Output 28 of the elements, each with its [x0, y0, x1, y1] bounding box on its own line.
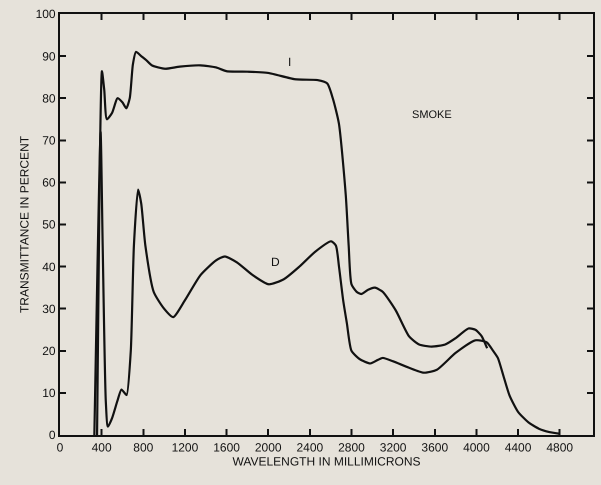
x-tick-label: 2800 [338, 440, 366, 454]
series-label: I [288, 55, 292, 69]
x-axis-title: WAVELENGTH IN MILLIMICRONS [232, 454, 421, 468]
x-tick-label: 3200 [380, 440, 407, 454]
x-tick-label: 4400 [504, 440, 532, 454]
y-tick-label: 30 [42, 302, 56, 316]
y-tick-label: 60 [42, 176, 56, 190]
y-tick-label: 70 [42, 134, 56, 148]
x-tick-label: 4000 [463, 440, 490, 454]
y-tick-label: 40 [42, 260, 56, 274]
x-tick-label: 4800 [546, 440, 574, 454]
x-tick-label: 1600 [213, 440, 240, 454]
y-tick-label: 0 [48, 428, 56, 442]
y-axis-title: TRANSMITTANCE IN PERCENT [17, 135, 32, 314]
y-tick-label: 20 [42, 344, 56, 358]
x-tick-label: 400 [92, 440, 112, 454]
y-tick-label: 90 [42, 49, 56, 64]
x-tick-label: 2000 [254, 440, 282, 454]
y-tick-label: 10 [42, 386, 56, 400]
y-tick-label: 100 [36, 7, 56, 22]
series-label: D [271, 255, 280, 269]
x-tick-label: 2400 [296, 440, 324, 454]
annotation: SMOKE [412, 109, 452, 121]
x-tick-label: 3600 [421, 440, 448, 454]
x-tick-label: 1200 [172, 440, 199, 454]
y-tick-label: 50 [42, 218, 56, 232]
x-tick-label: 800 [133, 440, 154, 454]
y-tick-label: 80 [42, 91, 56, 106]
